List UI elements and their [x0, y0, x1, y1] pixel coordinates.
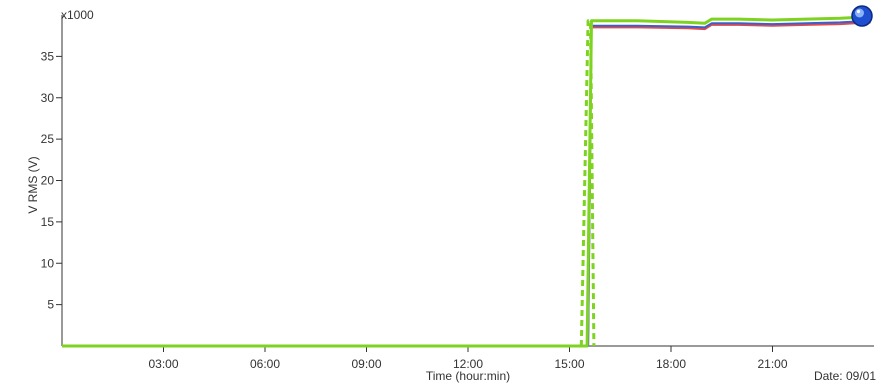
y-ticks: 5 10 15 20 25 30 35 — [41, 49, 62, 312]
y-tick-label: 10 — [41, 256, 55, 270]
x-tick-label: 18:00 — [656, 357, 686, 371]
zoom-icon[interactable] — [851, 5, 873, 27]
y-multiplier-label: x1000 — [61, 8, 94, 22]
series-line-4 — [579, 19, 596, 347]
y-axis-label: V RMS (V) — [26, 156, 40, 213]
y-tick-label: 25 — [41, 132, 55, 146]
x-ticks: 03:00 06:00 09:00 12:00 15:00 18:00 21:00 — [148, 346, 788, 371]
series-line-3 — [62, 15, 871, 348]
x-tick-label: 12:00 — [453, 357, 483, 371]
series-line-1 — [62, 21, 871, 347]
x-tick-label: 06:00 — [250, 357, 280, 371]
x-tick-label: 09:00 — [351, 357, 381, 371]
y-tick-label: 30 — [41, 91, 55, 105]
date-label: Date: 09/01 — [814, 369, 876, 383]
x-tick-label: 03:00 — [148, 357, 178, 371]
y-tick-label: 15 — [41, 215, 55, 229]
y-tick-label: 35 — [41, 49, 55, 63]
x-axis-label: Time (hour:min) — [426, 369, 510, 383]
x-tick-label: 15:00 — [554, 357, 584, 371]
series-line-2 — [62, 19, 871, 347]
axes — [61, 15, 874, 347]
y-tick-label: 5 — [47, 298, 54, 312]
y-tick-label: 20 — [41, 174, 55, 188]
series-group — [62, 15, 871, 348]
x-tick-label: 21:00 — [757, 357, 787, 371]
